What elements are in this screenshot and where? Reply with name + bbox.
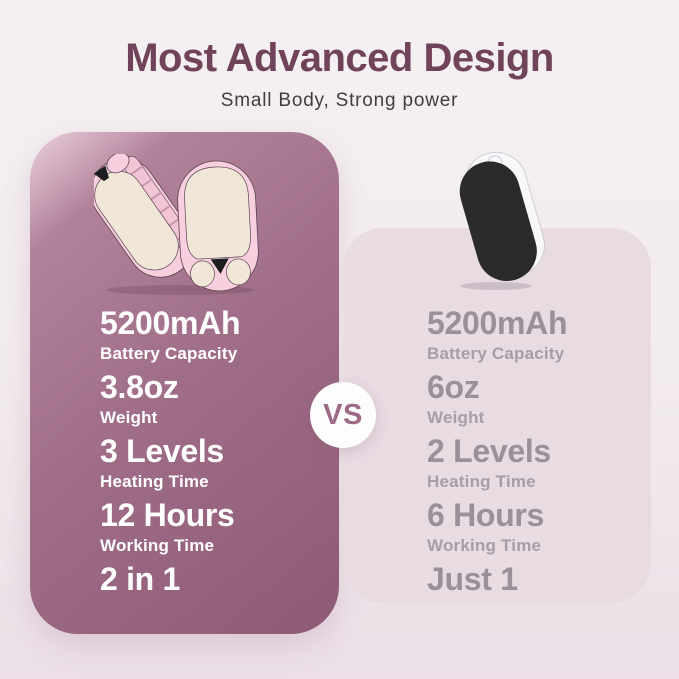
left-spec-weight: 3.8oz Weight	[100, 368, 240, 430]
right-spec-list: 5200mAh Battery Capacity 6oz Weight 2 Le…	[427, 304, 568, 598]
spec-label: Heating Time	[427, 472, 536, 491]
spec-label: Working Time	[427, 536, 542, 555]
spec-label: Working Time	[100, 536, 215, 555]
spec-label: Weight	[100, 408, 158, 427]
page-title: Most Advanced Design	[125, 36, 554, 80]
left-spec-count: 2 in 1	[100, 560, 240, 598]
vs-label: VS	[323, 398, 363, 431]
right-product-panel	[343, 228, 651, 603]
spec-value: 2 Levels	[427, 433, 551, 469]
right-spec-levels: 2 Levels Heating Time	[427, 432, 567, 494]
pink-hand-warmers-illustration	[90, 152, 259, 295]
spec-label: Heating Time	[100, 472, 209, 491]
left-spec-levels: 3 Levels Heating Time	[100, 432, 240, 494]
spec-value: 5200mAh	[100, 305, 241, 341]
right-spec-weight: 6oz Weight	[427, 368, 567, 430]
left-spec-list: 5200mAh Battery Capacity 3.8oz Weight 3 …	[100, 304, 241, 598]
spec-value: Just 1	[427, 561, 518, 597]
spec-label: Battery Capacity	[427, 344, 565, 363]
black-hand-warmer-illustration	[459, 151, 545, 290]
spec-value: 3.8oz	[100, 369, 179, 405]
left-spec-battery: 5200mAh Battery Capacity	[100, 304, 241, 366]
pink-hand-warmers-image	[90, 152, 266, 296]
page-subtitle: Small Body, Strong power	[220, 90, 459, 111]
spec-label: Battery Capacity	[100, 344, 238, 363]
spec-value: 12 Hours	[100, 497, 235, 533]
left-spec-hours: 12 Hours Working Time	[100, 496, 240, 558]
spec-label: Weight	[427, 408, 485, 427]
spec-value: 2 in 1	[100, 561, 181, 597]
spec-value: 5200mAh	[427, 305, 568, 341]
black-hand-warmer-image	[450, 150, 546, 292]
spec-value: 6oz	[427, 369, 480, 405]
spec-value: 3 Levels	[100, 433, 224, 469]
vs-badge: VS	[310, 382, 376, 448]
right-spec-hours: 6 Hours Working Time	[427, 496, 567, 558]
right-spec-battery: 5200mAh Battery Capacity	[427, 304, 568, 366]
spec-value: 6 Hours	[427, 497, 545, 533]
right-spec-count: Just 1	[427, 560, 567, 598]
